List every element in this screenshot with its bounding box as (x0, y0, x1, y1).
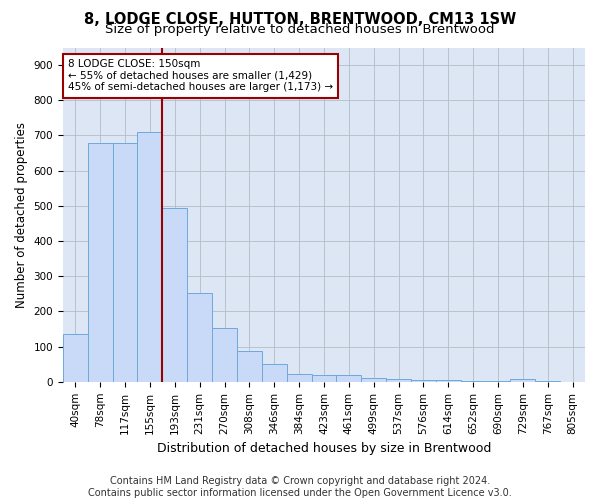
Bar (262, 364, 287, 382)
Bar (187, 293, 212, 382)
Bar (63, 334, 88, 382)
Bar (535, 381, 560, 382)
Text: 8 LODGE CLOSE: 150sqm
← 55% of detached houses are smaller (1,429)
45% of semi-d: 8 LODGE CLOSE: 150sqm ← 55% of detached … (68, 59, 333, 92)
Bar (511, 379, 535, 382)
Bar (485, 381, 511, 382)
Text: 8, LODGE CLOSE, HUTTON, BRENTWOOD, CM13 1SW: 8, LODGE CLOSE, HUTTON, BRENTWOOD, CM13 … (84, 12, 516, 28)
Bar (337, 376, 361, 382)
Bar (436, 380, 461, 382)
Bar (311, 375, 337, 382)
X-axis label: Distribution of detached houses by size in Brentwood: Distribution of detached houses by size … (157, 442, 491, 455)
Y-axis label: Number of detached properties: Number of detached properties (15, 122, 28, 308)
Bar (287, 374, 311, 382)
Bar (163, 208, 187, 382)
Bar (461, 381, 485, 382)
Bar (237, 351, 262, 382)
Text: Contains HM Land Registry data © Crown copyright and database right 2024.
Contai: Contains HM Land Registry data © Crown c… (88, 476, 512, 498)
Bar (386, 379, 411, 382)
Text: Size of property relative to detached houses in Brentwood: Size of property relative to detached ho… (105, 22, 495, 36)
Bar (113, 142, 137, 382)
Bar (137, 132, 163, 382)
Bar (88, 142, 113, 382)
Bar (212, 328, 237, 382)
Bar (411, 380, 436, 382)
Bar (361, 378, 386, 382)
